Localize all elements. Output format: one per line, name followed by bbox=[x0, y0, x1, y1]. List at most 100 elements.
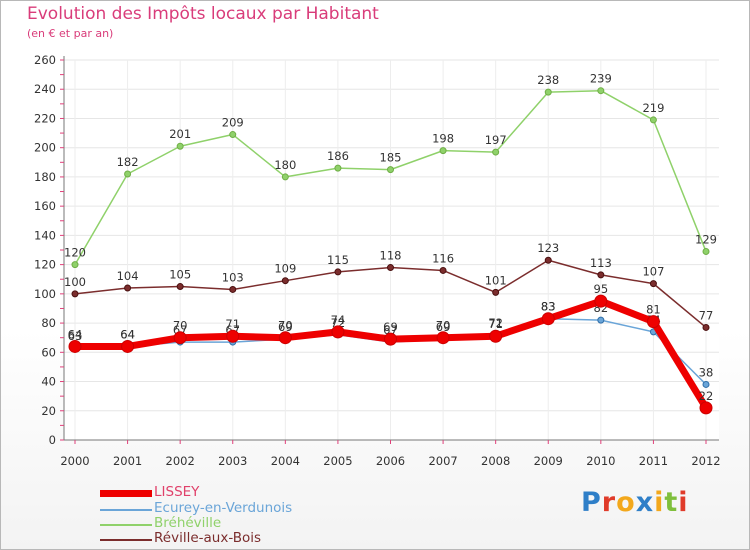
x-tick-label: 2002 bbox=[166, 454, 195, 468]
data-label-reville-aux-bois: 77 bbox=[699, 308, 714, 322]
logo-letter: t bbox=[664, 487, 679, 518]
x-tick-label: 2009 bbox=[534, 454, 563, 468]
legend-label-ecurey: Ecurey-en-Verdunois bbox=[154, 500, 293, 516]
data-label-lissey: 83 bbox=[541, 300, 556, 314]
data-label-lissey: 70 bbox=[436, 319, 451, 333]
data-point-lissey bbox=[68, 339, 82, 353]
data-label-reville-aux-bois: 103 bbox=[222, 270, 244, 284]
data-point-reville-aux-bois bbox=[439, 266, 447, 274]
x-tick-label: 2005 bbox=[323, 454, 352, 468]
data-label-breheville: 186 bbox=[327, 149, 349, 163]
data-point-breheville bbox=[649, 116, 657, 124]
data-label-breheville: 185 bbox=[380, 151, 402, 165]
data-point-lissey bbox=[594, 294, 608, 308]
data-label-lissey: 70 bbox=[173, 319, 188, 333]
data-label-breheville: 201 bbox=[169, 127, 191, 141]
data-label-ecurey-en-verdunois: 83 bbox=[541, 300, 556, 314]
data-point-lissey bbox=[331, 325, 345, 339]
data-point-reville-aux-bois bbox=[334, 268, 342, 276]
data-label-breheville: 219 bbox=[642, 101, 664, 115]
data-label-lissey: 74 bbox=[331, 313, 346, 327]
data-point-breheville bbox=[492, 148, 500, 156]
data-label-reville-aux-bois: 113 bbox=[590, 256, 612, 270]
x-tick-label: 2012 bbox=[691, 454, 720, 468]
logo-letter: r bbox=[601, 487, 617, 518]
x-tick-label: 2007 bbox=[428, 454, 457, 468]
logo-letter: o bbox=[616, 487, 636, 518]
data-point-breheville bbox=[439, 147, 447, 155]
y-tick-label: 180 bbox=[34, 170, 56, 184]
data-label-breheville: 197 bbox=[485, 133, 507, 147]
y-tick-label: 60 bbox=[41, 345, 56, 359]
data-label-ecurey-en-verdunois: 72 bbox=[331, 316, 346, 330]
x-tick-label: 2010 bbox=[586, 454, 615, 468]
data-label-reville-aux-bois: 104 bbox=[117, 269, 139, 283]
data-point-breheville bbox=[387, 166, 394, 174]
data-point-lissey bbox=[121, 339, 135, 353]
data-point-breheville bbox=[124, 170, 132, 178]
data-label-reville-aux-bois: 116 bbox=[432, 251, 454, 265]
data-label-reville-aux-bois: 100 bbox=[64, 275, 86, 289]
data-label-lissey: 69 bbox=[383, 320, 398, 334]
logo-letter: i bbox=[654, 487, 665, 518]
x-tick-label: 2000 bbox=[60, 454, 89, 468]
x-tick-label: 2011 bbox=[639, 454, 668, 468]
data-point-reville-aux-bois bbox=[124, 284, 132, 292]
data-point-lissey bbox=[278, 331, 292, 345]
data-label-ecurey-en-verdunois: 69 bbox=[436, 320, 451, 334]
data-point-reville-aux-bois bbox=[649, 280, 657, 288]
data-point-breheville bbox=[702, 247, 710, 255]
data-point-ecurey-en-verdunois bbox=[702, 380, 710, 388]
data-label-breheville: 239 bbox=[590, 72, 612, 86]
data-point-lissey bbox=[436, 331, 450, 345]
y-tick-label: 260 bbox=[34, 53, 56, 67]
legend-label-breheville: Bréhéville bbox=[154, 515, 222, 531]
data-point-lissey bbox=[699, 401, 713, 415]
y-tick-label: 0 bbox=[49, 433, 56, 447]
chart-subtitle: (en € et par an) bbox=[27, 27, 114, 40]
x-tick-label: 2006 bbox=[376, 454, 405, 468]
proxiti-logo: Proxiti bbox=[581, 487, 689, 518]
data-point-lissey bbox=[646, 315, 660, 329]
data-point-reville-aux-bois bbox=[281, 277, 289, 285]
data-label-lissey: 70 bbox=[278, 319, 293, 333]
data-label-lissey: 64 bbox=[120, 327, 135, 341]
data-label-breheville: 182 bbox=[117, 155, 139, 169]
data-point-reville-aux-bois bbox=[229, 285, 237, 293]
data-point-lissey bbox=[541, 312, 555, 326]
data-point-lissey bbox=[384, 332, 397, 346]
data-point-breheville bbox=[544, 88, 552, 96]
data-label-reville-aux-bois: 109 bbox=[274, 262, 296, 276]
logo-letter: i bbox=[678, 487, 689, 518]
logo-letter: x bbox=[635, 487, 655, 518]
x-tick-label: 2001 bbox=[113, 454, 142, 468]
logo-letter: P bbox=[581, 487, 602, 518]
legend-label-lissey: LISSEY bbox=[154, 484, 200, 500]
data-label-reville-aux-bois: 101 bbox=[485, 273, 507, 287]
data-label-breheville: 238 bbox=[537, 73, 559, 87]
data-label-lissey: 22 bbox=[699, 389, 714, 403]
data-point-lissey bbox=[173, 331, 187, 345]
data-label-ecurey-en-verdunois: 69 bbox=[278, 320, 293, 334]
legend-swatch-lissey bbox=[100, 490, 152, 497]
data-label-ecurey-en-verdunois: 72 bbox=[488, 316, 503, 330]
data-point-reville-aux-bois bbox=[71, 290, 79, 298]
legend-label-reville: Réville-aux-Bois bbox=[154, 530, 262, 546]
data-label-lissey: 95 bbox=[594, 282, 609, 296]
chart-title: Evolution des Impôts locaux par Habitant bbox=[27, 4, 379, 24]
legend-swatch-ecurey bbox=[100, 509, 152, 511]
y-tick-label: 20 bbox=[41, 404, 56, 418]
data-label-ecurey-en-verdunois: 64 bbox=[120, 327, 135, 341]
data-point-breheville bbox=[281, 173, 289, 181]
data-label-lissey: 71 bbox=[488, 317, 503, 331]
data-point-lissey bbox=[226, 329, 240, 343]
y-tick-label: 120 bbox=[34, 258, 56, 272]
y-tick-label: 140 bbox=[34, 228, 56, 242]
data-label-reville-aux-bois: 118 bbox=[380, 249, 402, 263]
data-label-breheville: 120 bbox=[64, 246, 86, 260]
data-label-breheville: 129 bbox=[695, 232, 717, 246]
data-label-breheville: 180 bbox=[274, 158, 296, 172]
data-point-breheville bbox=[71, 261, 79, 269]
y-tick-label: 160 bbox=[34, 199, 56, 213]
